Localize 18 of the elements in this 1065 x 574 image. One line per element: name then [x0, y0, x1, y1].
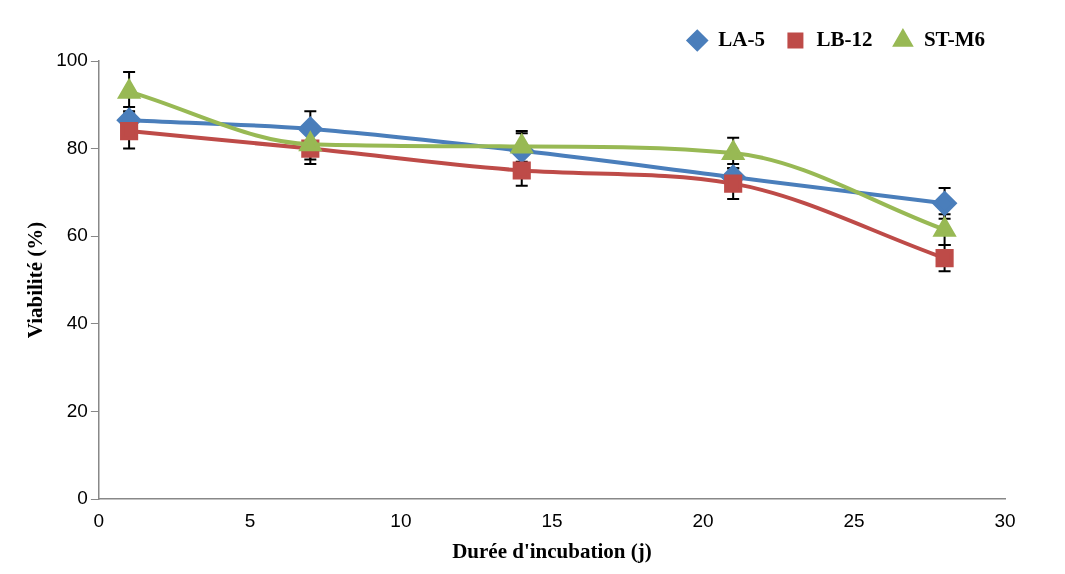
x-tick-label: 0 [93, 509, 105, 531]
x-axis-title: Durée d'incubation (j) [452, 538, 652, 563]
y-tick-label: 40 [66, 312, 88, 334]
legend-label: LB-12 [816, 26, 873, 51]
y-tick-label: 20 [66, 399, 88, 421]
x-tick-label: 15 [541, 509, 563, 531]
y-axis-title: Viabilité (%) [23, 221, 48, 339]
y-tick-label: 80 [66, 136, 88, 158]
x-tick-label: 20 [692, 509, 714, 531]
x-tick-label: 10 [390, 509, 412, 531]
x-tick-label: 25 [843, 509, 865, 531]
y-tick-label: 0 [77, 487, 88, 509]
legend-label: ST-M6 [923, 26, 986, 51]
y-tick-label: 60 [66, 224, 88, 246]
x-tick-label: 30 [994, 509, 1016, 531]
x-tick-label: 5 [244, 509, 256, 531]
legend-label: LA-5 [718, 26, 765, 51]
y-tick-label: 100 [56, 49, 88, 71]
